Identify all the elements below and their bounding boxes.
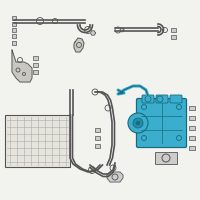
Circle shape xyxy=(142,104,146,110)
Bar xyxy=(189,116,195,120)
Circle shape xyxy=(157,96,163,102)
Bar xyxy=(189,106,195,110)
Bar xyxy=(189,136,195,140)
Bar xyxy=(32,56,38,60)
Bar xyxy=(32,63,38,67)
Circle shape xyxy=(136,121,140,125)
Bar xyxy=(95,136,100,140)
Circle shape xyxy=(177,136,182,140)
Bar xyxy=(12,28,16,32)
Polygon shape xyxy=(90,31,96,35)
FancyBboxPatch shape xyxy=(156,95,168,103)
Bar xyxy=(95,128,100,132)
Bar xyxy=(155,152,177,164)
Bar xyxy=(189,146,195,150)
Circle shape xyxy=(177,104,182,110)
Bar xyxy=(95,144,100,148)
Circle shape xyxy=(133,118,143,128)
Bar xyxy=(12,34,16,38)
Bar xyxy=(12,41,16,45)
Bar xyxy=(5,115,70,167)
FancyBboxPatch shape xyxy=(136,98,186,148)
Bar xyxy=(170,28,176,32)
Bar xyxy=(32,70,38,74)
Circle shape xyxy=(142,136,146,140)
Polygon shape xyxy=(12,50,32,82)
FancyBboxPatch shape xyxy=(142,95,154,103)
Bar xyxy=(189,126,195,130)
Bar xyxy=(170,35,176,39)
FancyBboxPatch shape xyxy=(170,95,182,103)
Circle shape xyxy=(128,113,148,133)
Bar xyxy=(12,22,16,26)
Polygon shape xyxy=(107,172,123,182)
Polygon shape xyxy=(74,38,84,52)
Polygon shape xyxy=(120,28,124,32)
Circle shape xyxy=(145,96,151,102)
Bar xyxy=(12,16,16,20)
